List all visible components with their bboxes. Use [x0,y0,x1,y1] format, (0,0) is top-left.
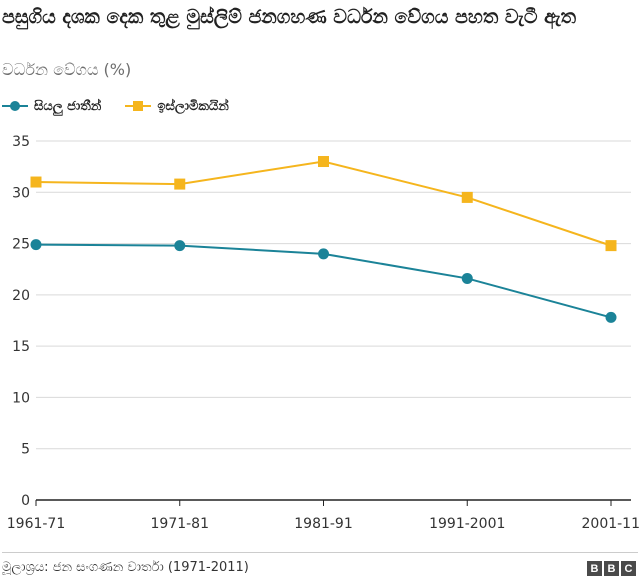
source-note: මූලාශ්‍රය: ජන සංගණන වාර්තා (1971-2011) [2,560,249,575]
data-point [318,248,329,260]
x-tick-label: 1961-71 [7,516,66,532]
legend-label-all: සියලු ජාතීන් [34,98,102,114]
data-point [30,176,42,188]
data-point [605,311,617,323]
legend-item-all: සියලු ජාතීන් [2,99,101,114]
chart-subtitle: වර්ධන වේගය (%) [2,60,132,79]
data-point [174,178,186,190]
x-tick-label: 1991-2001 [429,516,505,532]
y-tick-label: 20 [12,288,30,304]
footer-divider [2,552,638,553]
x-tick-label: 2001-11 [582,516,640,532]
data-point [30,239,42,251]
y-tick-label: 0 [21,493,30,509]
logo-letter: B [587,561,602,576]
data-point [461,272,473,284]
y-tick-label: 30 [12,185,30,201]
data-point [174,240,186,252]
legend-item-muslims: ඉස්ලාමිකයින් [125,99,229,114]
legend-label-muslims: ඉස්ලාමිකයින් [157,98,229,114]
legend-marker-square-icon [125,101,152,111]
data-point [461,191,473,203]
line-chart: 0 5 10 15 20 25 30 35 1961-71 1971-81 1981-91 1991-… [7,134,640,532]
legend-marker-circle-icon [2,101,28,111]
data-point [318,156,329,168]
bbc-logo: B B C [585,561,636,576]
y-tick-label: 5 [21,442,30,458]
chart-title: පසුගිය දශක දෙක තුළ මුස්ලිම් ජනගහණ වර්ධන … [2,6,577,28]
x-tick-label: 1971-81 [151,516,210,532]
legend: සියලු ජාතීන් ඉස්ලාමිකයින් [2,96,253,116]
y-tick-label: 25 [12,237,30,253]
y-tick-label: 15 [12,339,30,355]
logo-letter: C [621,561,636,576]
logo-letter: B [604,561,619,576]
y-tick-label: 10 [12,390,30,406]
data-point [605,240,617,252]
y-tick-label: 35 [12,134,30,150]
x-tick-label: 1981-91 [294,516,353,532]
series-line-2 [35,160,612,247]
